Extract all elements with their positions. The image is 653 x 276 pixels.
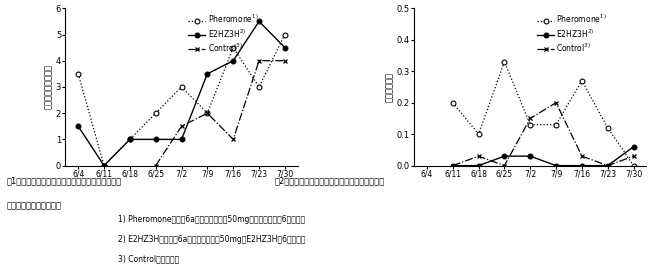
Text: 2) E2HZ3H　：面積6aのダイズ圃場に50mgのE2HZ3Hを6ヵ所処理: 2) E2HZ3H ：面積6aのダイズ圃場に50mgのE2HZ3Hを6ヵ所処理 <box>118 235 305 244</box>
Y-axis label: トラップ当り捕獲数: トラップ当り捕獲数 <box>44 64 53 110</box>
Text: 3) Control　：無処理: 3) Control ：無処理 <box>118 254 179 263</box>
Text: 1) Pheromone：面積6aのダイズ圃場に50mgのフェロモンを6ヵ所処理: 1) Pheromone：面積6aのダイズ圃場に50mgのフェロモンを6ヵ所処理 <box>118 215 305 224</box>
Text: 囱2　ホソヘリカメムシ成虫個体数（見取り法）: 囱2 ホソヘリカメムシ成虫個体数（見取り法） <box>274 177 385 186</box>
Y-axis label: 株当り個体数: 株当り個体数 <box>385 72 394 102</box>
Text: 囱1　吸引粘着トラップによるカメムシタマゴトビ: 囱1 吸引粘着トラップによるカメムシタマゴトビ <box>7 177 121 186</box>
Legend: Pheromone$^{1)}$, E2HZ3H$^{2)}$, Control$^{3)}$: Pheromone$^{1)}$, E2HZ3H$^{2)}$, Control… <box>536 12 608 55</box>
Legend: Pheromone$^{1)}$, E2HZ3H$^{2)}$, Control$^{3)}$: Pheromone$^{1)}$, E2HZ3H$^{2)}$, Control… <box>187 12 259 55</box>
Text: コバチ雌成虫捕獲数: コバチ雌成虫捕獲数 <box>7 201 61 211</box>
